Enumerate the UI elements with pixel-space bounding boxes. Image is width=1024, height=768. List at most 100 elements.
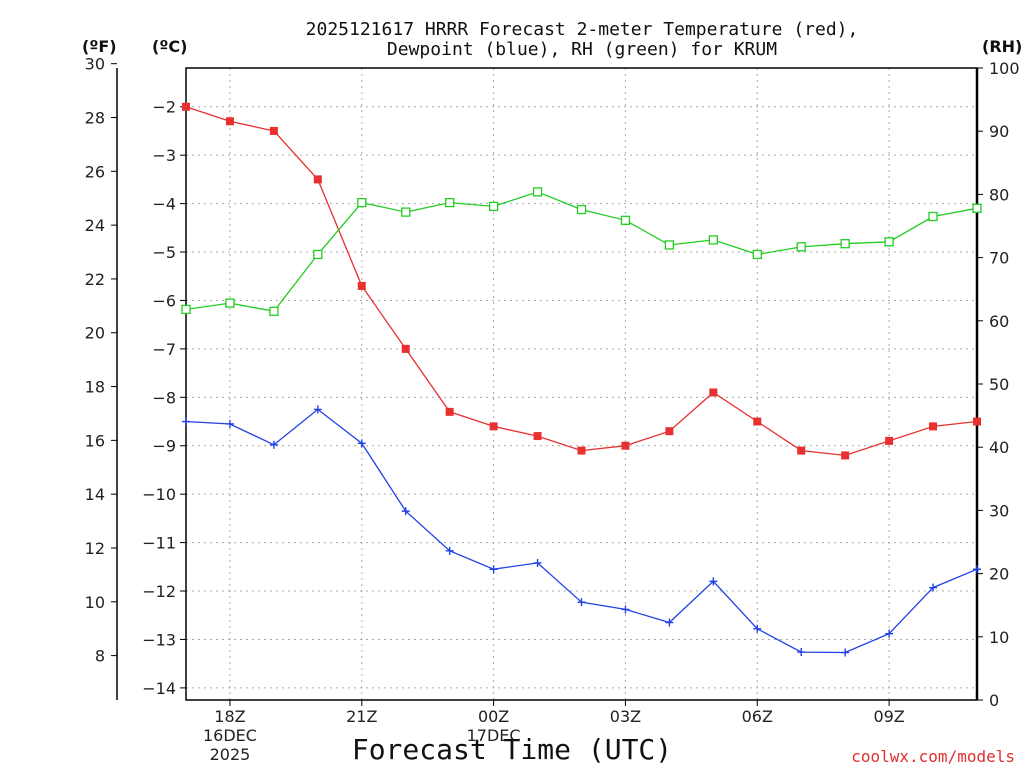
rh-point [884, 237, 894, 247]
temperature-point [269, 126, 278, 135]
rh-point [181, 304, 191, 315]
axes [111, 63, 983, 706]
x-tick-label: 18Z [214, 707, 245, 726]
celsius-tick-label: −10 [142, 485, 176, 504]
celsius-tick-label: −8 [152, 388, 176, 407]
celsius-tick-label: −13 [142, 630, 176, 649]
rh-point [796, 242, 806, 252]
dewpoint-point [401, 507, 410, 516]
temperature-point [445, 407, 454, 416]
fahrenheit-tick-label: 12 [85, 539, 105, 558]
rh-tick-label: 80 [989, 185, 1009, 204]
dewpoint-point [489, 565, 498, 574]
temperature-point [533, 432, 542, 441]
fahrenheit-tick-label: 22 [85, 270, 105, 289]
temperature-point [313, 175, 322, 184]
dewpoint-point [665, 618, 674, 627]
temperature-point [753, 417, 762, 426]
dewpoint-point [533, 558, 542, 567]
rh-tick-label: 60 [989, 312, 1009, 331]
temperature-point [489, 422, 498, 431]
rh-point [620, 215, 631, 225]
celsius-tick-label: −6 [152, 291, 176, 310]
rh-point [225, 298, 235, 308]
dewpoint-point [621, 605, 630, 614]
temperature-point [797, 446, 806, 455]
temperature-point [665, 427, 674, 436]
dewpoint-point [973, 565, 981, 574]
celsius-tick-label: −7 [152, 340, 176, 359]
temperature-point [973, 417, 981, 426]
dewpoint-point [357, 439, 366, 448]
temperature-series-line [185, 106, 978, 457]
dewpoint-point [753, 624, 762, 633]
tick-labels: 30 28 26 24 22 20 18 16 14 12 10 8 −2 −3 −4 −5 −6 −7 −8 −9 −… [85, 55, 1020, 764]
x-tick-label: 03Z [610, 707, 641, 726]
fahrenheit-tick-label: 14 [85, 485, 105, 504]
fahrenheit-tick-label: 30 [85, 55, 105, 74]
rh-point [752, 249, 762, 260]
rh-tick-label: 10 [989, 628, 1009, 647]
temperature-point [225, 117, 234, 126]
chart-title-line-2: Dewpoint (blue), RH (green) for KRUM [387, 39, 777, 60]
chart-title-line-1: 2025121617 HRRR Forecast 2-meter Tempera… [306, 19, 859, 40]
dewpoint-point [885, 629, 894, 638]
temperature-point [929, 422, 938, 431]
temperature-point [885, 436, 894, 445]
dewpoint-point [445, 546, 454, 555]
rh-tick-label: 0 [989, 691, 999, 710]
credit-text: coolwx.com/models [851, 747, 1015, 766]
temperature-point [577, 446, 586, 455]
rh-point [708, 235, 718, 245]
rh-point [269, 306, 279, 316]
rh-tick-label: 40 [989, 438, 1009, 457]
temperature-point [357, 281, 366, 290]
dewpoint-point [841, 648, 850, 657]
fahrenheit-tick-label: 18 [85, 378, 105, 397]
fahrenheit-tick-label: 26 [85, 162, 105, 181]
fahrenheit-tick-label: 28 [85, 109, 105, 128]
celsius-tick-label: −3 [152, 146, 176, 165]
celsius-tick-label: −4 [152, 195, 176, 214]
x-tick-label: 21Z [346, 707, 377, 726]
rh-point [488, 201, 499, 212]
temperature-point [621, 441, 630, 450]
rh-point [401, 207, 411, 217]
x-tick-label: 17DEC [467, 726, 521, 745]
temperature-point [709, 388, 718, 397]
rh-point [357, 197, 367, 208]
x-tick-label: 06Z [742, 707, 773, 726]
rh-point [532, 187, 543, 197]
dewpoint-point [182, 417, 190, 426]
rh-tick-label: 90 [989, 122, 1009, 141]
rh-tick-label: 50 [989, 375, 1009, 394]
rh-point [445, 197, 455, 208]
dewpoint-point [797, 648, 806, 657]
celsius-tick-label: −5 [152, 243, 176, 262]
dewpoint-point [269, 440, 278, 449]
rh-tick-label: 100 [989, 59, 1020, 78]
x-axis-label: Forecast Time (UTC) [352, 733, 672, 766]
fahrenheit-tick-label: 24 [85, 216, 105, 235]
rh-tick-label: 30 [989, 501, 1009, 520]
dewpoint-point [225, 419, 234, 428]
temperature-point [182, 102, 190, 111]
rh-point [664, 240, 675, 250]
x-tick-label: 16DEC [203, 726, 257, 745]
x-tick-label: 2025 [210, 745, 251, 764]
dewpoint-point [929, 583, 938, 592]
rh-tick-label: 70 [989, 249, 1009, 268]
celsius-tick-label: −2 [152, 98, 176, 117]
celsius-tick-label: −11 [142, 534, 176, 553]
rh-tick-label: 20 [989, 565, 1009, 584]
rh-point [972, 203, 982, 213]
rh-point [840, 239, 850, 249]
fahrenheit-tick-label: 8 [95, 647, 105, 666]
dewpoint-point [709, 577, 718, 586]
celsius-unit-label: (ºC) [152, 37, 187, 56]
rh-point [928, 211, 938, 222]
data-series [181, 102, 982, 657]
temperature-point [841, 451, 850, 460]
celsius-tick-label: −9 [152, 437, 176, 456]
